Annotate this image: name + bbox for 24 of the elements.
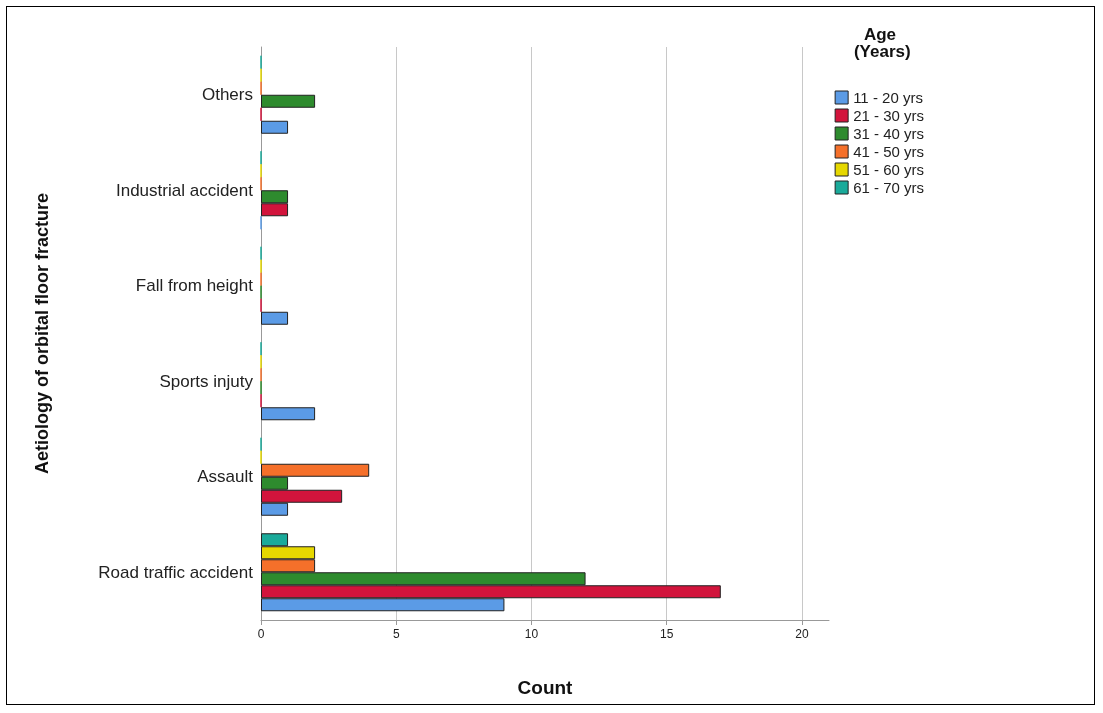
legend-label: 61 - 70 yrs [853,179,925,196]
x-tick-label: 0 [257,627,265,641]
legend-label: 51 - 60 yrs [853,161,925,178]
bar [261,407,316,421]
legend-label: 31 - 40 yrs [853,125,925,142]
y-tick-label: Industrial accident [115,180,254,200]
bar [261,120,289,134]
y-tick-label: Assault [197,467,254,487]
x-tick-label: 20 [795,627,809,641]
bar [261,94,316,108]
legend-label: 41 - 50 yrs [853,143,925,160]
y-tick-label: Others [201,85,253,105]
legend-title: Age (Years) [853,25,911,61]
y-tick-label: Fall from height [135,276,254,296]
legend-label: 21 - 30 yrs [853,107,925,124]
x-tick-label: 15 [660,627,674,641]
x-tick-label: 5 [392,627,400,641]
y-axis-title: Aetiology of orbital floor fracture [32,192,52,475]
legend-label: 11 - 20 yrs [853,89,923,106]
y-tick-label: Road traffic accident [98,562,254,582]
bar [261,311,289,325]
y-tick-label: Sports injuty [159,371,254,391]
x-axis-title: Count [517,677,574,698]
x-tick-label: 10 [524,627,539,641]
